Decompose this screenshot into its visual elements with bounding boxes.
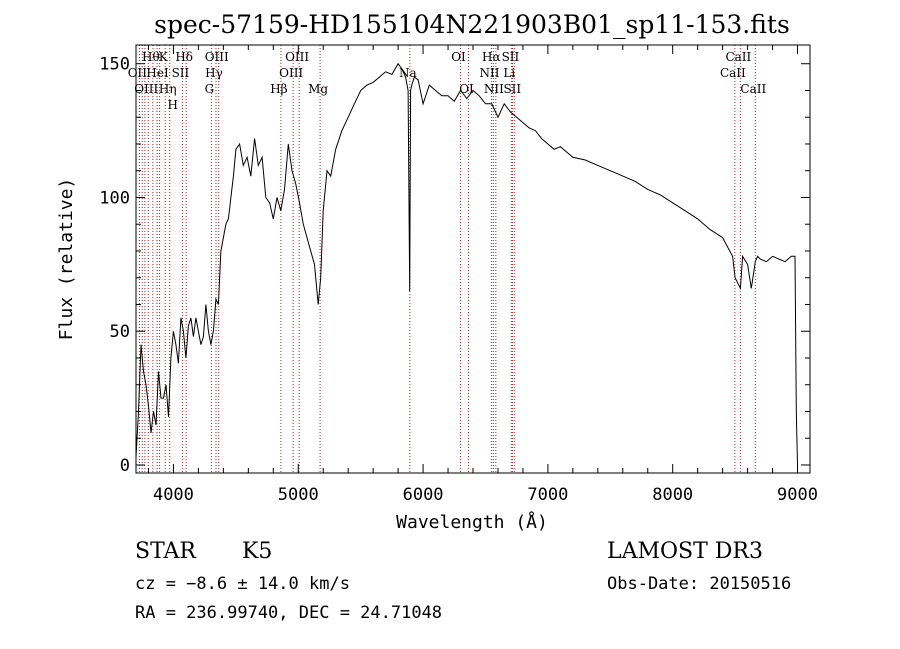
line-marker-label: Hβ (270, 82, 287, 96)
x-tick-label: 9000 (777, 485, 818, 505)
x-tick-label: 4000 (153, 485, 194, 505)
y-axis-ticks: 0 50 100 150 (99, 55, 810, 476)
line-marker-label: Hδ (175, 50, 193, 64)
line-marker-label: Hη (159, 82, 177, 96)
obs-date: Obs-Date: 20150516 (607, 574, 792, 594)
spectral-line-markers (138, 45, 756, 473)
y-tick-label: 0 (120, 456, 130, 476)
line-marker-label: OIII (279, 66, 303, 80)
line-marker-label: CaII (720, 66, 746, 80)
object-class: STAR (135, 539, 196, 564)
y-tick-label: 150 (99, 55, 130, 75)
line-marker-label: SII (503, 82, 521, 96)
line-marker-label: OIII (134, 82, 158, 96)
y-axis-label: Flux (relative) (56, 178, 77, 341)
line-marker-label: NII (484, 82, 504, 96)
line-marker-label: G (205, 82, 215, 96)
line-marker-label: OI (451, 50, 466, 64)
line-marker-label: Li (503, 66, 515, 80)
y-tick-label: 50 (110, 322, 130, 342)
line-marker-label: Na (399, 66, 417, 80)
x-tick-label: 7000 (527, 485, 568, 505)
line-marker-label: OIII (285, 50, 309, 64)
line-marker-label: K (159, 50, 169, 64)
line-marker-label: SII (172, 66, 190, 80)
x-tick-label: 6000 (403, 485, 444, 505)
spectrum-line (135, 62, 798, 466)
redshift-value: cz = −8.6 ± 14.0 km/s (135, 574, 350, 594)
coordinates: RA = 236.99740, DEC = 24.71048 (135, 603, 443, 623)
line-marker-label: NII (479, 66, 499, 80)
line-marker-label: CaII (740, 82, 766, 96)
line-marker-label: SII (502, 50, 520, 64)
line-marker-label: H (167, 98, 177, 112)
line-marker-label: Hα (482, 50, 501, 64)
line-marker-label: Hγ (205, 66, 223, 80)
x-tick-label: 8000 (652, 485, 693, 505)
plot-frame (135, 44, 811, 474)
line-marker-label: CaII (725, 50, 751, 64)
chart-title: spec-57159-HD155104N221903B01_sp11-153.f… (154, 10, 790, 39)
line-marker-label: Hθ (142, 50, 160, 64)
survey-name: LAMOST DR3 (607, 539, 763, 564)
line-marker-label: OIII (205, 50, 229, 64)
line-marker-label: HeI (146, 66, 169, 80)
x-tick-label: 5000 (278, 485, 319, 505)
line-marker-label: OII (128, 66, 148, 80)
line-marker-label: Mg (308, 82, 328, 96)
y-tick-label: 100 (99, 188, 130, 208)
spectral-line-labels: OII OIII Hθ HeI K Hη H SII Hδ G Hγ OIII Hβ OIII OIII Mg… (128, 50, 767, 112)
x-axis-label: Wavelength (Å) (396, 511, 548, 533)
x-axis-ticks: 4000 5000 6000 7000 8000 9000 (147, 45, 818, 505)
object-subclass: K5 (242, 539, 273, 564)
line-marker-label: OI (459, 82, 474, 96)
